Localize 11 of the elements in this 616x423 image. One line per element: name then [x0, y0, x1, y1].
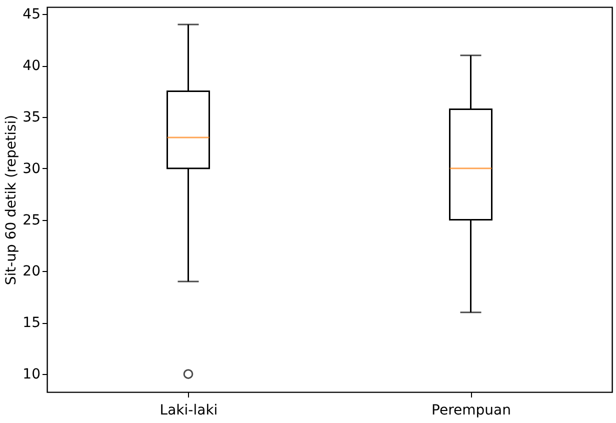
- y-tick-label: 35: [22, 110, 40, 126]
- y-tick-label: 45: [22, 6, 40, 23]
- x-tick-label: Perempuan: [432, 402, 511, 418]
- y-tick-label: 10: [22, 366, 40, 383]
- y-tick-label: 30: [22, 160, 40, 177]
- y-tick-label: 20: [22, 264, 40, 280]
- y-axis-title: Sit-up 60 detik (repetisi): [4, 114, 20, 286]
- y-tick-label: 40: [22, 58, 40, 74]
- y-tick-label: 15: [22, 315, 40, 332]
- x-tick-label: Laki-laki: [160, 402, 218, 418]
- y-tick-label: 25: [22, 212, 40, 228]
